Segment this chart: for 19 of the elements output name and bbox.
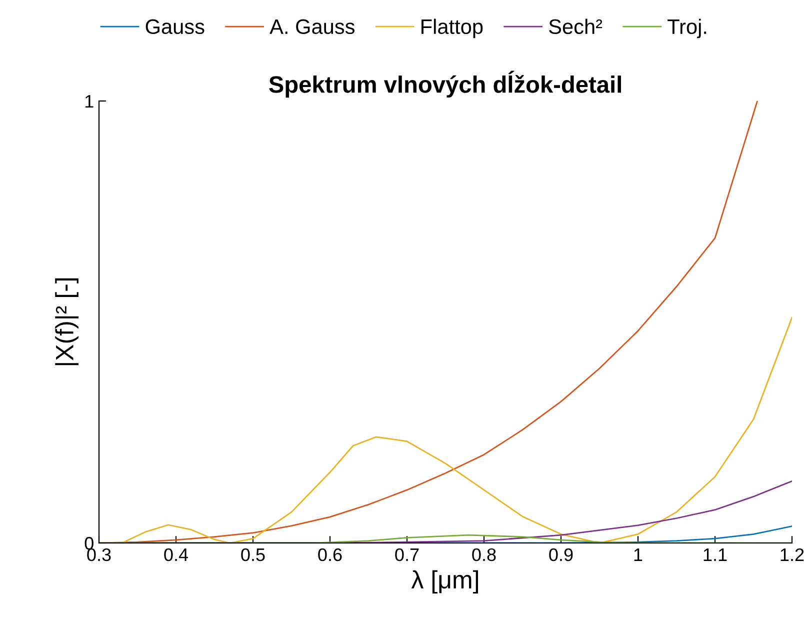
x-tick-label: 0.5 — [241, 548, 265, 562]
legend-label: Sech² — [549, 18, 602, 34]
legend-label: Flattop — [422, 18, 483, 38]
legend-label: A. Gauss — [270, 19, 354, 34]
x-tick-label: 1.1 — [704, 548, 727, 561]
x-tick-label: 0.8 — [472, 548, 496, 562]
x-axis-title: λ [μm] — [411, 570, 478, 594]
x-tick-label: 0.7 — [395, 548, 419, 562]
y-axis-title: |X(f)|² [-] — [55, 278, 79, 366]
x-tick-label: 0.3 — [87, 548, 111, 562]
x-tick-label: 1.2 — [780, 548, 804, 561]
legend-label: Gauss — [146, 19, 204, 34]
y-tick-label: 0 — [84, 536, 94, 550]
x-tick-label: 0.6 — [318, 548, 342, 562]
x-tick-label: 0.4 — [164, 548, 188, 562]
legend-label: Troj. — [668, 18, 706, 38]
chart-title: Spektrum vlnových dĺžok-detail — [269, 70, 621, 98]
x-tick-label: 1 — [634, 548, 642, 561]
x-tick-label: 0.9 — [549, 548, 573, 562]
